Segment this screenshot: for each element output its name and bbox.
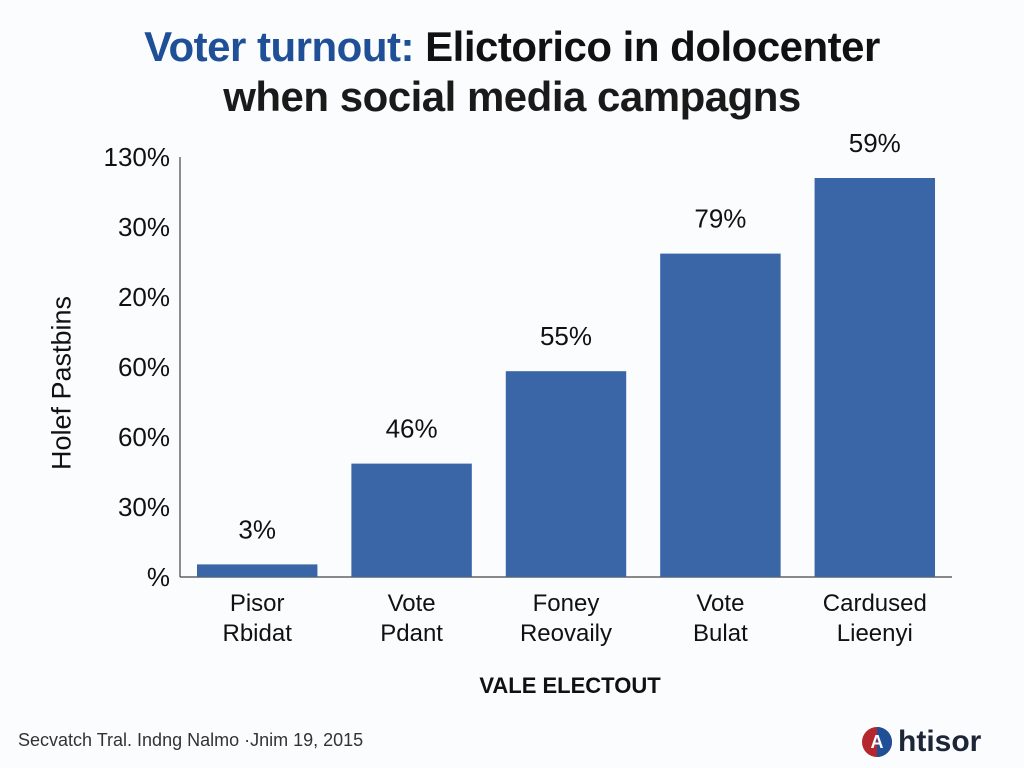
y-tick-label: 130% — [104, 142, 171, 172]
x-tick-label: Reovaily — [520, 620, 612, 647]
bar — [505, 371, 627, 577]
y-tick-label: 20% — [118, 282, 170, 312]
logo-text: htisor — [898, 725, 982, 758]
bar — [351, 463, 472, 577]
x-axis-title: VALE ELECTOUT — [479, 673, 661, 698]
bar-value-label: 59% — [849, 128, 901, 158]
bar-value-label: 55% — [540, 321, 592, 351]
title-rest: Elictorico in dolocenter — [413, 23, 880, 70]
bar-value-label: 79% — [694, 204, 746, 234]
title-accent: Voter turnout: — [144, 23, 414, 70]
y-tick-label: 30% — [118, 212, 170, 242]
logo-icon: A — [862, 727, 892, 757]
y-tick-label: % — [147, 562, 170, 592]
x-tick-label: Lieenyi — [837, 620, 913, 647]
bar — [196, 564, 318, 577]
chart-title: Voter turnout: Elictorico in dolocenter … — [0, 22, 1024, 122]
source-note: Secvatch Tral. Indng Nalmo ·Jnim 19, 201… — [18, 730, 364, 750]
bar-value-label: 3% — [238, 514, 276, 544]
x-tick-label: Vote — [696, 590, 744, 617]
x-tick-label: Rbidat — [223, 620, 293, 647]
brand-logo: A htisor — [862, 722, 981, 762]
x-tick-label: Pisor — [230, 590, 285, 617]
y-tick-label: 60% — [118, 352, 170, 382]
bar-value-label: 46% — [386, 414, 438, 444]
x-tick-label: Foney — [533, 590, 600, 617]
y-tick-label: 30% — [118, 492, 170, 522]
x-tick-label: Bulat — [693, 620, 748, 647]
x-tick-label: Cardused — [823, 590, 927, 617]
y-tick-label: 60% — [118, 422, 170, 452]
x-tick-label: Pdant — [380, 620, 443, 647]
bar — [814, 178, 936, 577]
x-tick-label: Vote — [388, 590, 436, 617]
bar — [660, 253, 781, 577]
title-line-2: when social media campagns — [223, 73, 801, 120]
